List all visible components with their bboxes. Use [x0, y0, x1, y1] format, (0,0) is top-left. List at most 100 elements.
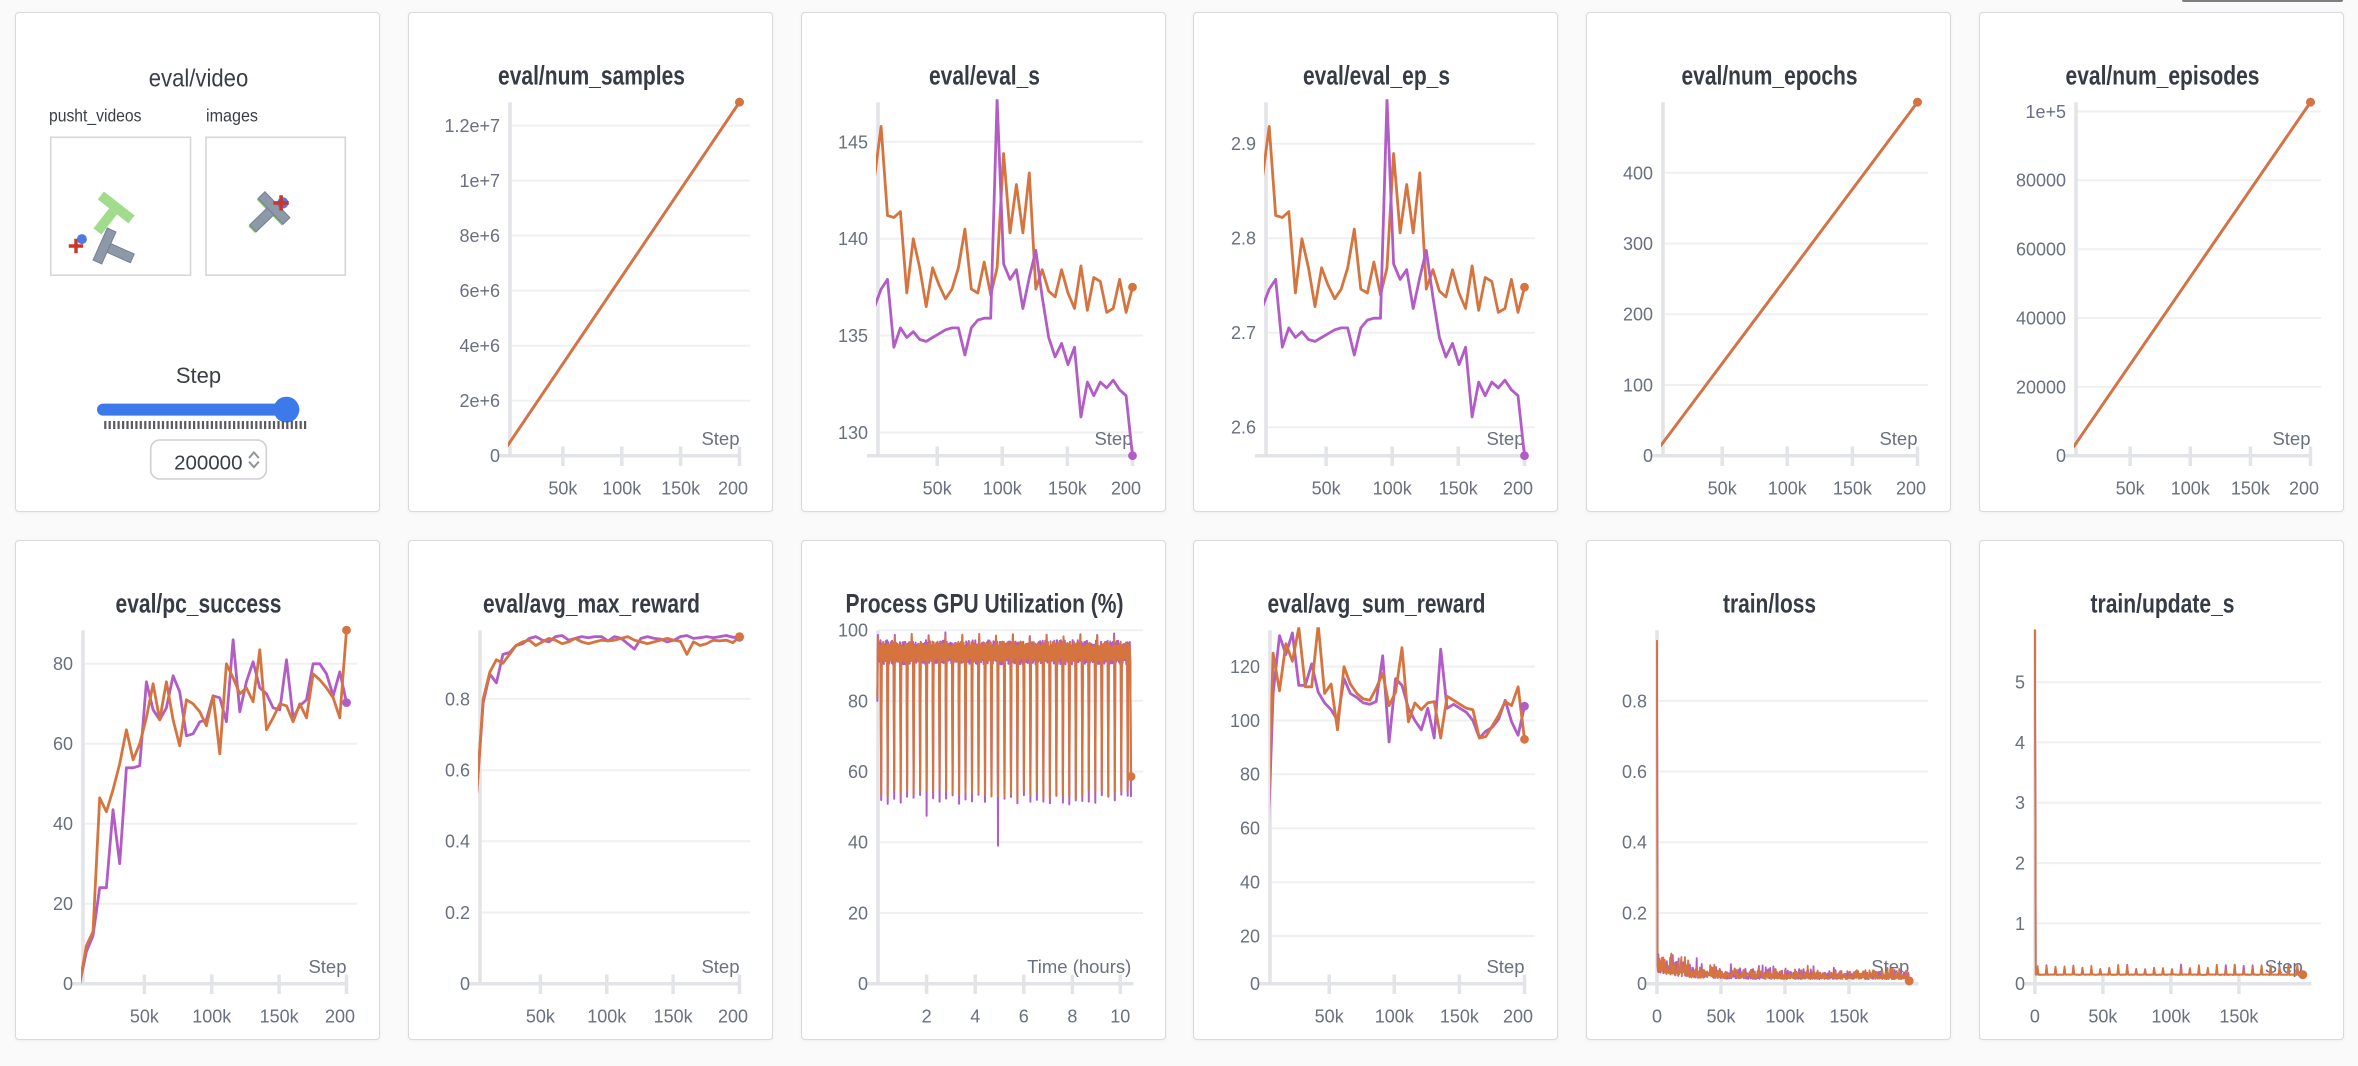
svg-text:0: 0	[63, 974, 73, 994]
svg-text:pusht_videos: pusht_videos	[49, 105, 142, 126]
svg-text:150k: 150k	[2231, 478, 2271, 498]
svg-text:2: 2	[921, 1006, 931, 1026]
svg-text:4e+6: 4e+6	[459, 336, 500, 356]
svg-text:150k: 150k	[1439, 478, 1479, 498]
svg-text:100k: 100k	[2151, 1006, 2191, 1026]
svg-text:0: 0	[1643, 446, 1653, 466]
svg-text:2.9: 2.9	[1231, 134, 1256, 154]
svg-text:6: 6	[1018, 1006, 1028, 1026]
svg-text:40: 40	[53, 814, 73, 834]
svg-text:train/loss: train/loss	[1723, 588, 1816, 618]
svg-text:200: 200	[1111, 478, 1141, 498]
svg-text:100k: 100k	[2171, 478, 2211, 498]
svg-text:200: 200	[2289, 478, 2319, 498]
svg-text:0.6: 0.6	[1622, 762, 1647, 782]
svg-text:150k: 150k	[653, 1006, 693, 1026]
svg-text:300: 300	[1623, 234, 1653, 254]
svg-text:40: 40	[848, 832, 868, 852]
svg-text:Step: Step	[2265, 956, 2303, 977]
svg-text:4: 4	[970, 1006, 980, 1026]
svg-text:150k: 150k	[260, 1006, 300, 1026]
svg-text:50k: 50k	[2088, 1006, 2118, 1026]
svg-text:5: 5	[2015, 672, 2025, 692]
svg-text:60: 60	[53, 734, 73, 754]
svg-text:0.8: 0.8	[445, 689, 470, 709]
svg-text:100: 100	[1230, 711, 1260, 731]
svg-text:130: 130	[838, 423, 868, 443]
svg-text:2.8: 2.8	[1231, 228, 1256, 248]
svg-text:20: 20	[848, 903, 868, 923]
svg-text:0.4: 0.4	[445, 831, 470, 851]
svg-text:100: 100	[1623, 375, 1653, 395]
svg-text:eval/num_episodes: eval/num_episodes	[2066, 60, 2260, 90]
svg-text:100k: 100k	[192, 1006, 232, 1026]
svg-text:0.2: 0.2	[445, 903, 470, 923]
svg-text:60: 60	[848, 762, 868, 782]
svg-text:1: 1	[2015, 914, 2025, 934]
svg-text:20000: 20000	[2016, 377, 2066, 397]
svg-text:eval/avg_sum_reward: eval/avg_sum_reward	[1268, 588, 1486, 618]
svg-text:0: 0	[858, 974, 868, 994]
svg-text:8e+6: 8e+6	[459, 226, 500, 246]
svg-text:0: 0	[2015, 974, 2025, 994]
svg-text:50k: 50k	[922, 478, 952, 498]
svg-text:0: 0	[1652, 1006, 1662, 1026]
svg-text:200: 200	[325, 1006, 355, 1026]
svg-text:50k: 50k	[1315, 1006, 1345, 1026]
svg-text:2.7: 2.7	[1231, 323, 1256, 343]
svg-text:20: 20	[1240, 926, 1260, 946]
svg-text:50k: 50k	[2116, 478, 2146, 498]
svg-text:eval/video: eval/video	[149, 64, 249, 92]
svg-text:4: 4	[2015, 733, 2025, 753]
svg-text:eval/num_samples: eval/num_samples	[498, 60, 685, 90]
svg-text:0: 0	[1637, 974, 1647, 994]
svg-text:0: 0	[490, 446, 500, 466]
svg-text:Step: Step	[701, 428, 739, 449]
svg-text:50k: 50k	[1707, 1006, 1737, 1026]
svg-text:train/update_s: train/update_s	[2091, 588, 2235, 618]
svg-text:100k: 100k	[982, 478, 1022, 498]
svg-text:200: 200	[1896, 478, 1926, 498]
svg-text:Process GPU Utilization (%): Process GPU Utilization (%)	[845, 588, 1123, 618]
svg-text:50k: 50k	[526, 1006, 556, 1026]
svg-text:Step: Step	[2272, 428, 2310, 449]
svg-text:2.6: 2.6	[1231, 417, 1256, 437]
svg-text:Step: Step	[701, 956, 739, 977]
svg-text:100k: 100k	[602, 478, 642, 498]
svg-text:200: 200	[718, 478, 748, 498]
svg-text:100k: 100k	[587, 1006, 627, 1026]
svg-text:100: 100	[838, 620, 868, 640]
svg-text:Step: Step	[176, 363, 221, 388]
svg-text:100k: 100k	[1768, 478, 1808, 498]
svg-text:140: 140	[838, 229, 868, 249]
svg-text:50k: 50k	[1708, 478, 1738, 498]
svg-text:Step: Step	[1487, 428, 1525, 449]
svg-text:150k: 150k	[661, 478, 701, 498]
svg-text:0: 0	[2056, 446, 2066, 466]
svg-text:145: 145	[838, 132, 868, 152]
svg-text:200: 200	[1503, 1006, 1533, 1026]
svg-text:eval/eval_s: eval/eval_s	[929, 60, 1040, 90]
svg-text:80: 80	[53, 654, 73, 674]
svg-text:Step: Step	[1094, 428, 1132, 449]
svg-text:6e+6: 6e+6	[459, 281, 500, 301]
svg-text:50k: 50k	[548, 478, 578, 498]
svg-text:0.2: 0.2	[1622, 903, 1647, 923]
svg-text:0: 0	[460, 974, 470, 994]
svg-text:0.8: 0.8	[1622, 691, 1647, 711]
svg-text:100k: 100k	[1375, 1006, 1415, 1026]
svg-text:40: 40	[1240, 872, 1260, 892]
svg-text:3: 3	[2015, 793, 2025, 813]
svg-text:150k: 150k	[1830, 1006, 1870, 1026]
svg-text:60: 60	[1240, 818, 1260, 838]
svg-text:8: 8	[1067, 1006, 1077, 1026]
svg-text:200: 200	[1623, 304, 1653, 324]
svg-text:200: 200	[718, 1006, 748, 1026]
svg-text:20: 20	[53, 894, 73, 914]
svg-text:1e+5: 1e+5	[2025, 102, 2066, 122]
svg-text:1e+7: 1e+7	[459, 171, 500, 191]
svg-text:Step: Step	[308, 956, 346, 977]
svg-text:images: images	[206, 105, 258, 125]
svg-text:60000: 60000	[2016, 239, 2066, 259]
svg-text:0.6: 0.6	[445, 760, 470, 780]
